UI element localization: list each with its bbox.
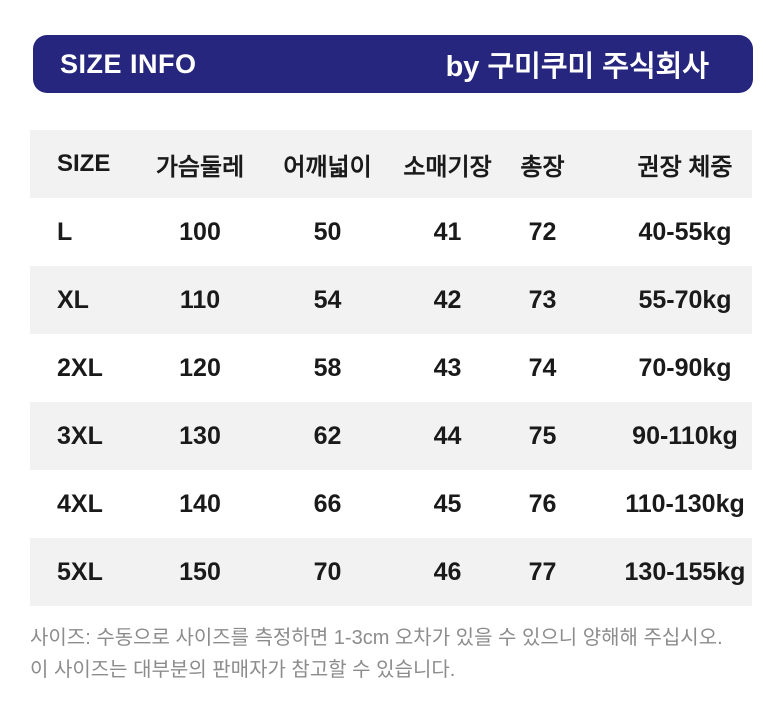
brand-byline: by 구미쿠미 주식회사	[445, 51, 709, 83]
size-label: 5XL	[57, 557, 103, 586]
table-cell: 44	[433, 421, 462, 450]
table-cell: 150	[179, 557, 221, 586]
col-header-length: 총장	[520, 153, 565, 181]
table-cell: 74	[528, 353, 557, 382]
col-header-size: SIZE	[57, 150, 111, 177]
page-title: SIZE INFO	[60, 48, 197, 79]
table-header-row: SIZE 가슴둘레 어깨넓이 소매기장 총장 권장 체중	[30, 130, 752, 198]
table-cell: 76	[528, 489, 557, 518]
table-cell: 90-110kg	[632, 421, 738, 450]
table-cell: 66	[313, 489, 342, 518]
table-cell: 46	[433, 557, 462, 586]
table-row-2xl: 2XL 120 58 43 74 70-90kg	[30, 334, 752, 402]
size-label: XL	[57, 285, 89, 314]
table-row-l: L 100 50 41 72 40-55kg	[30, 198, 752, 266]
table-row-4xl: 4XL 140 66 45 76 110-130kg	[30, 470, 752, 538]
table-cell: 77	[528, 557, 557, 586]
table-cell: 120	[179, 353, 221, 382]
size-table: SIZE 가슴둘레 어깨넓이 소매기장 총장 권장 체중 L 100 50 41…	[30, 130, 752, 606]
disclaimer-line-1: 사이즈: 수동으로 사이즈를 측정하면 1-3cm 오차가 있을 수 있으니 양…	[30, 627, 723, 649]
size-label: 3XL	[57, 421, 103, 450]
header-banner: SIZE INFO by 구미쿠미 주식회사	[33, 35, 753, 93]
table-cell: 110-130kg	[625, 489, 745, 518]
table-cell: 70-90kg	[638, 353, 732, 382]
table-cell: 140	[179, 489, 221, 518]
table-row-3xl: 3XL 130 62 44 75 90-110kg	[30, 402, 752, 470]
table-row-5xl: 5XL 150 70 46 77 130-155kg	[30, 538, 752, 606]
table-cell: 42	[433, 285, 462, 314]
table-cell: 72	[528, 217, 557, 246]
table-cell: 130	[179, 421, 221, 450]
table-cell: 45	[433, 489, 462, 518]
size-label: 4XL	[57, 489, 103, 518]
size-label: L	[57, 217, 73, 246]
table-cell: 110	[179, 285, 221, 314]
table-cell: 41	[433, 217, 462, 246]
disclaimer-line-2: 이 사이즈는 대부분의 판매자가 참고할 수 있습니다.	[30, 659, 456, 682]
table-cell: 54	[313, 285, 342, 314]
table-cell: 70	[313, 557, 342, 586]
table-cell: 43	[433, 353, 462, 382]
table-cell: 50	[313, 217, 342, 246]
size-label: 2XL	[57, 353, 103, 382]
table-cell: 58	[313, 353, 342, 382]
table-row-xl: XL 110 54 42 73 55-70kg	[30, 266, 752, 334]
table-cell: 100	[179, 217, 221, 246]
col-header-weight: 권장 체중	[637, 153, 733, 181]
table-cell: 62	[313, 421, 342, 450]
table-cell: 73	[528, 285, 557, 314]
col-header-shoulder: 어깨넓이	[283, 153, 372, 181]
col-header-sleeve: 소매기장	[403, 153, 492, 181]
table-cell: 75	[528, 421, 557, 450]
size-disclaimer: 사이즈: 수동으로 사이즈를 측정하면 1-3cm 오차가 있을 수 있으니 양…	[30, 622, 760, 687]
col-header-chest: 가슴둘레	[155, 153, 245, 181]
table-cell: 40-55kg	[638, 217, 732, 246]
table-cell: 55-70kg	[638, 285, 732, 314]
table-cell: 130-155kg	[624, 557, 746, 586]
